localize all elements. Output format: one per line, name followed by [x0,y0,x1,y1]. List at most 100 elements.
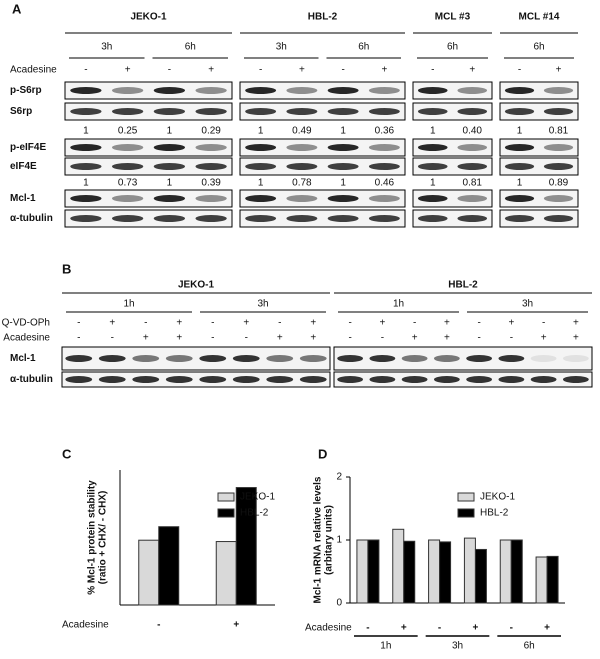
blot-band [369,376,396,383]
legend-swatch [457,492,475,502]
blot-band [543,195,574,202]
blot-band [457,215,488,222]
group-label: 1h [380,641,391,652]
ratio: 1 [83,126,89,137]
cell-line: JEKO-1 [178,280,215,291]
ratio: 1 [258,178,264,189]
blot [61,346,331,371]
ratio: 0.81 [463,178,483,189]
panel-label: D [318,446,327,461]
bar [215,541,237,606]
blot-band [327,108,359,115]
blot-band [337,355,364,362]
blot-band [153,163,186,170]
x-tick-label: - [510,623,513,634]
lane-sign: + [381,65,387,76]
blot [239,209,406,228]
blot-band [153,144,186,151]
bar [510,539,523,604]
blot-band [543,144,574,151]
lane-sign: - [259,65,262,76]
bar [138,539,160,606]
x-tick-label: + [472,623,478,634]
blot-band [286,163,318,170]
group-label: 3h [452,641,463,652]
cell-line: HBL-2 [448,280,478,291]
blot [64,138,233,157]
blot-band [369,355,396,362]
blot-band [562,355,589,362]
blot [64,81,233,100]
blot-band [245,87,277,94]
x-tick-label: - [366,623,369,634]
blot-band [457,144,488,151]
blot-band [543,215,574,222]
blot-band [417,163,448,170]
panel-label: A [12,1,22,16]
blot [412,81,493,100]
row-label: α-tubulin [10,374,53,385]
blot-band [457,163,488,170]
blot-band [232,376,260,383]
bar [403,540,416,604]
blot [412,157,493,176]
blot-band [504,144,535,151]
bar [439,541,452,604]
y-tick-label: 0 [336,598,342,609]
lane-sign: + [444,318,450,329]
blot [61,371,331,388]
blot-band [132,376,160,383]
ratio: 1 [430,126,436,137]
blot-band [98,376,126,383]
ratio: 1 [340,126,346,137]
lane-sign: + [310,333,316,344]
blot-band [457,87,488,94]
blot [64,209,233,228]
treatment-label: Q-VD-OPh [2,318,50,329]
lane-sign: + [412,333,418,344]
blot [239,81,406,100]
blot-band [543,87,574,94]
blot-band [401,376,428,383]
bar [356,539,369,604]
row-label: α-tubulin [10,213,53,224]
blot-band [327,87,359,94]
y-tick-label: 2 [336,472,342,483]
blot-band [433,376,460,383]
blot-band [417,87,448,94]
blot [499,189,579,208]
blot [239,157,406,176]
blot-band [417,144,448,151]
bar [546,555,559,604]
lane-sign: - [168,65,171,76]
ratio: 0.81 [549,126,569,137]
ratio: 0.46 [375,178,395,189]
ratio: 1 [258,126,264,137]
ratio: 1 [430,178,436,189]
lane-sign: + [143,333,149,344]
ratio: 1 [517,178,523,189]
lane-sign: + [109,318,115,329]
blot-band [299,355,327,362]
blot-band [65,355,93,362]
lane-sign: - [477,318,480,329]
time-label: 3h [101,42,112,53]
bar [499,539,512,604]
lane-sign: - [211,333,214,344]
blot-band [70,195,102,202]
blot-band [199,376,227,383]
bar [367,539,380,604]
blot [333,346,593,371]
lane-sign: + [573,318,579,329]
time-label: 6h [447,42,458,53]
blot-band [286,195,318,202]
blot-band [266,376,294,383]
panel-label: C [62,446,72,461]
lane-sign: - [341,65,344,76]
blot-band [245,163,277,170]
y-axis-label: % Mcl-1 protein stability [87,480,98,595]
blot-band [368,87,400,94]
time-label: 3h [522,299,533,310]
lane-sign: - [278,318,281,329]
blot-band [457,108,488,115]
